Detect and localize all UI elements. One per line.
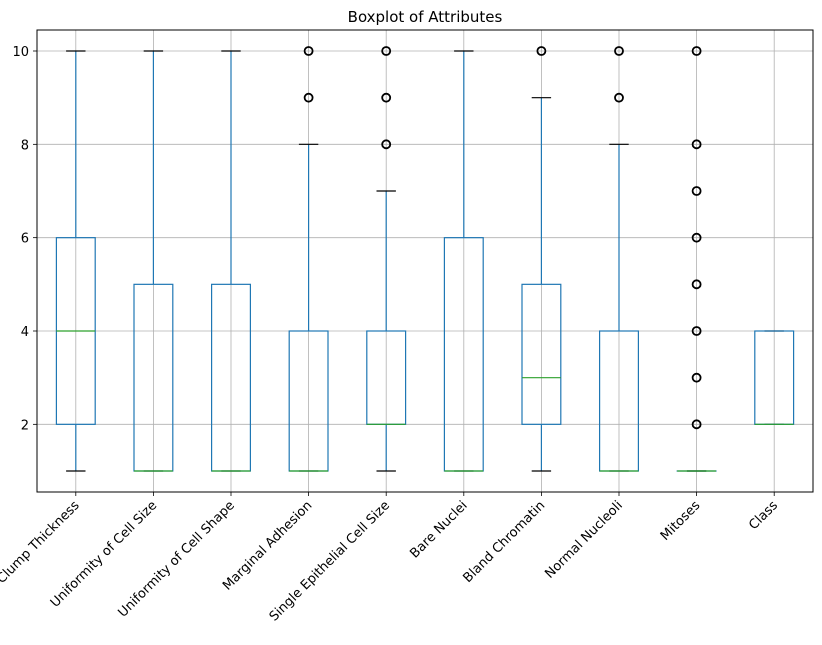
outlier-point [536, 46, 547, 56]
y-axis: 2 4 6 8 10 [12, 45, 37, 433]
x-tick-label: Bland Chromatin [461, 498, 549, 586]
box-iqr [521, 283, 562, 425]
x-tick-label: Mitoses [658, 498, 704, 544]
outlier-point [303, 46, 314, 56]
outlier-point [381, 46, 392, 56]
outlier-point [691, 372, 702, 383]
outlier-point [691, 232, 702, 243]
outlier-point [614, 46, 624, 56]
x-tick-label: Normal Nucleoli [542, 498, 625, 581]
outlier-point [381, 92, 392, 103]
outlier-point [691, 326, 702, 336]
x-tick-label: Bare Nuclei [407, 498, 470, 561]
plot-frame [36, 29, 814, 493]
outlier-point [303, 92, 314, 103]
x-tick-label: Clump Thickness [0, 498, 83, 587]
outlier-point [691, 186, 702, 196]
outlier-point [691, 46, 702, 56]
x-tick-label: Class [746, 498, 781, 533]
y-tick-label: 4 [21, 325, 29, 340]
y-tick-label: 2 [21, 418, 29, 433]
y-tick-label: 10 [12, 45, 29, 60]
outlier-point [691, 279, 702, 290]
y-tick-label: 8 [21, 138, 29, 153]
outlier-point [691, 139, 702, 150]
chart-title: Boxplot of Attributes [348, 8, 503, 26]
y-tick-label: 6 [21, 232, 29, 247]
outlier-point [691, 419, 702, 430]
outlier-point [614, 92, 624, 103]
outlier-point [381, 139, 392, 150]
boxes [55, 46, 795, 472]
